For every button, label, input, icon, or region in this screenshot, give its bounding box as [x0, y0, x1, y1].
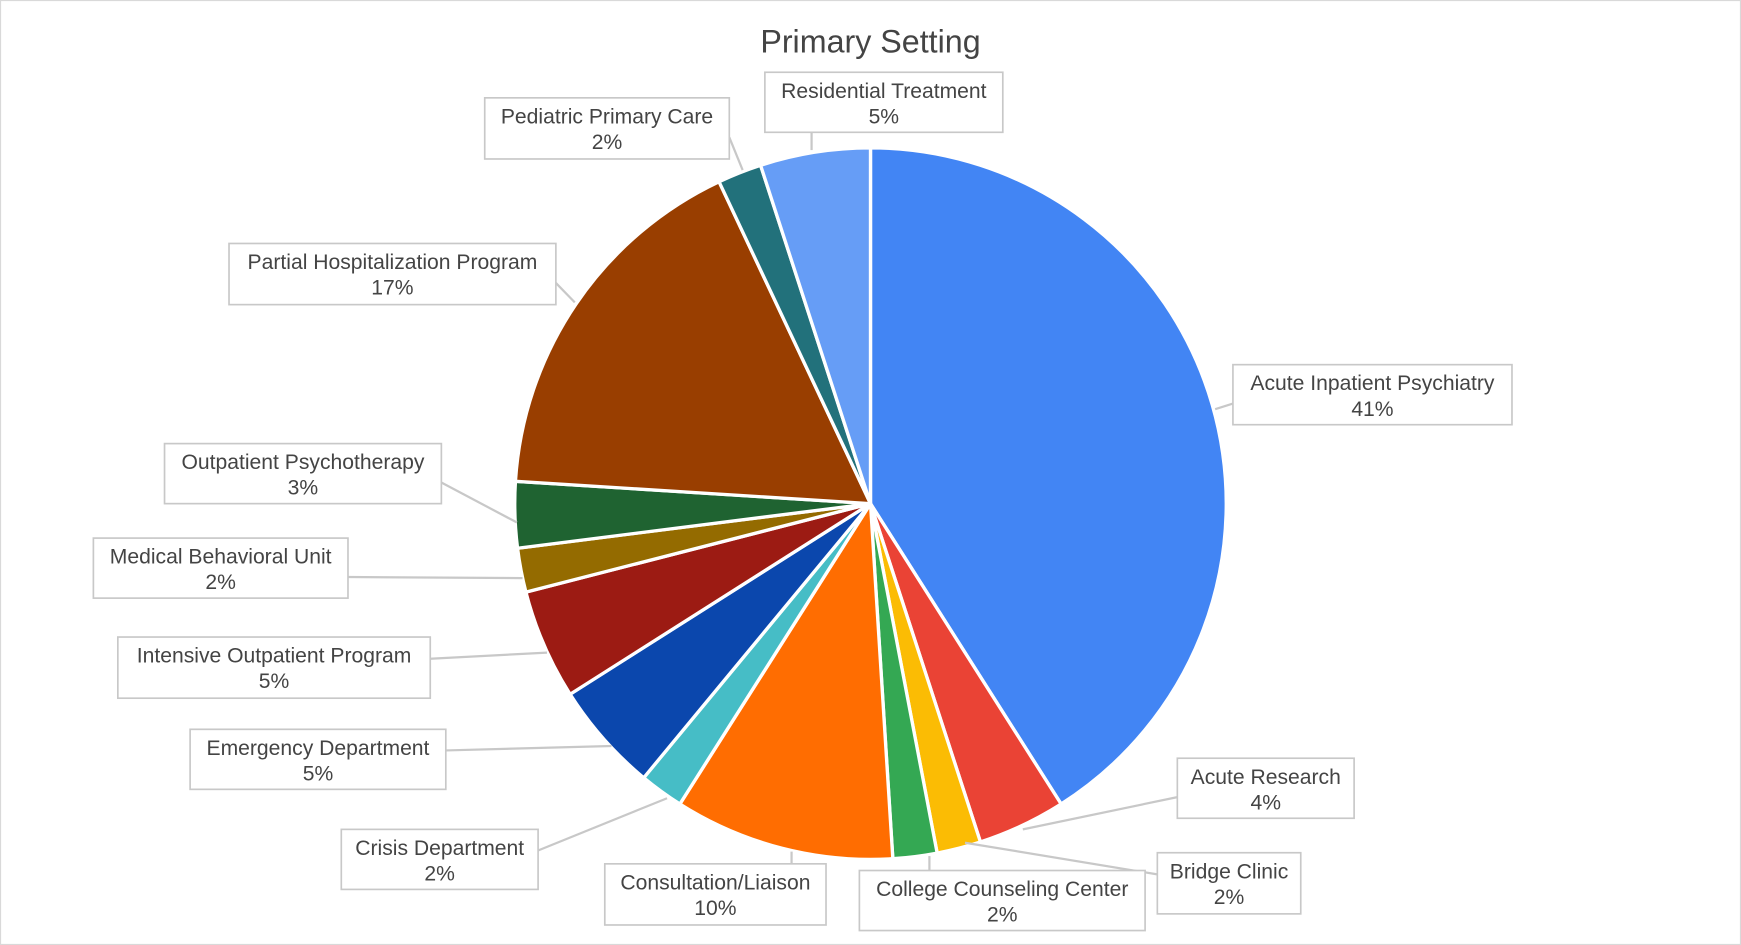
label-box [1176, 757, 1355, 820]
slice-label: Medical Behavioral Unit [110, 546, 332, 569]
slice-percent: 10% [694, 897, 736, 920]
label-box [92, 537, 349, 599]
label-box [228, 242, 557, 306]
label-box [117, 636, 432, 700]
leader-line [728, 136, 744, 171]
data-label-outpatient-psychotherapy: Outpatient Psychotherapy 3% [163, 442, 518, 524]
slice-percent: 41% [1351, 398, 1393, 421]
slice-label: Crisis Department [355, 837, 524, 860]
data-label-crisis-department: Crisis Department 2% [340, 797, 668, 891]
label-box [764, 71, 1004, 134]
label-box [1156, 851, 1302, 915]
slice-residential-treatment [758, 146, 873, 505]
leader-line [445, 744, 612, 752]
slice-percent: 2% [1214, 886, 1245, 909]
leader-line [440, 481, 518, 524]
slice-percent: 2% [987, 904, 1018, 927]
slice-label: Consultation/Liaison [620, 871, 810, 894]
slice-label: Emergency Department [207, 737, 430, 760]
data-label-acute-inpatient-psychiatry: Acute Inpatient Psychiatry 41% [1214, 363, 1513, 426]
leader-line [964, 841, 1158, 876]
slice-percent: 5% [303, 762, 334, 785]
slice-label: Acute Inpatient Psychiatry [1250, 372, 1495, 395]
slice-consultation-liaison [677, 498, 895, 861]
slice-label: Residential Treatment [781, 80, 986, 103]
data-label-college-counseling-center: College Counseling Center 2% [858, 856, 1146, 932]
slice-percent: 4% [1250, 791, 1281, 814]
slice-percent: 2% [205, 571, 236, 594]
data-label-pediatric-primary-care: Pediatric Primary Care 2% [483, 97, 744, 171]
slice-acute-inpatient-psychiatry [868, 146, 1228, 807]
slice-percent: 17% [371, 277, 413, 300]
leader-line [347, 575, 523, 580]
data-label-consultation-liaison: Consultation/Liaison 10% [603, 851, 827, 926]
leader-line [555, 282, 576, 304]
label-box [340, 828, 539, 891]
leader-line [1022, 796, 1178, 831]
chart-title: Primary Setting [760, 23, 980, 59]
slice-label: Pediatric Primary Care [501, 105, 713, 128]
slice-percent: 2% [592, 131, 623, 154]
slice-percent: 3% [288, 477, 319, 500]
slice-partial-hospitalization-program [513, 179, 874, 506]
data-label-bridge-clinic: Bridge Clinic 2% [964, 841, 1302, 915]
data-label-partial-hospitalization-program: Partial Hospitalization Program 17% [228, 242, 576, 306]
label-box [858, 869, 1146, 932]
leader-line [430, 651, 548, 660]
label-box [1232, 363, 1513, 426]
slice-label: College Counseling Center [876, 878, 1128, 901]
slice-percent: 5% [259, 670, 290, 693]
slice-percent: 5% [869, 105, 900, 128]
leader-line [537, 797, 668, 852]
label-box [483, 97, 731, 160]
label-box [163, 442, 443, 505]
label-box [603, 863, 827, 926]
slice-label: Partial Hospitalization Program [248, 251, 538, 274]
label-box [189, 728, 447, 791]
slice-label: Acute Research [1191, 766, 1341, 789]
slice-percent: 2% [424, 863, 455, 886]
slice-label: Outpatient Psychotherapy [181, 451, 424, 474]
leader-line [1214, 402, 1234, 411]
slice-label: Intensive Outpatient Program [137, 645, 412, 668]
slice-label: Bridge Clinic [1170, 860, 1288, 883]
